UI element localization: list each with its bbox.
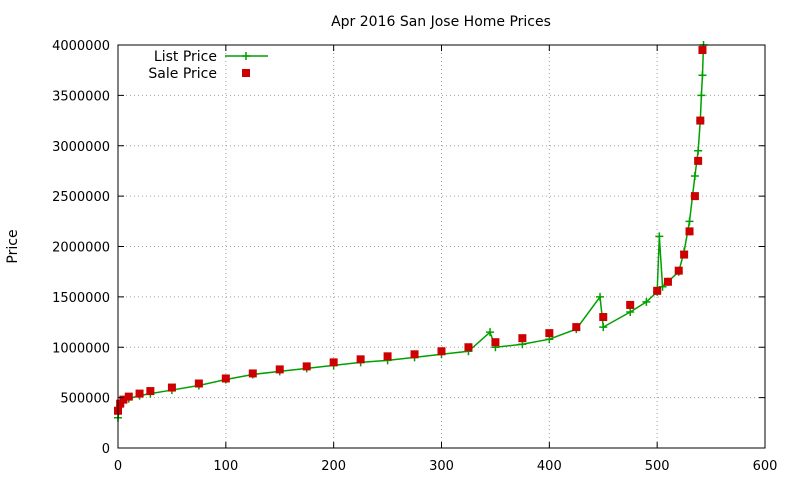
data-point (626, 307, 635, 316)
data-point (356, 355, 365, 364)
data-point (194, 379, 203, 388)
data-point (626, 300, 635, 309)
data-point (464, 343, 473, 352)
data-point (518, 334, 527, 343)
data-point (146, 387, 155, 396)
data-point (248, 369, 257, 378)
data-point (655, 232, 664, 241)
data-point (302, 362, 311, 371)
data-point (135, 389, 144, 398)
y-tick-label: 1000000 (52, 341, 110, 356)
legend-label: Sale Price (148, 66, 217, 82)
data-point (119, 395, 128, 404)
chart-title: Apr 2016 San Jose Home Prices (331, 14, 551, 30)
data-point (437, 347, 446, 356)
legend-label: List Price (154, 49, 217, 65)
y-tick-label: 0 (102, 442, 110, 457)
data-point (167, 383, 176, 392)
data-point (329, 358, 338, 367)
data-point (696, 116, 705, 125)
y-tick-label: 2500000 (52, 190, 110, 205)
data-point (572, 323, 581, 332)
data-point (694, 146, 703, 155)
data-point (698, 71, 707, 80)
gridlines (118, 45, 765, 448)
y-tick-label: 3000000 (52, 140, 110, 155)
series-layer (114, 41, 708, 422)
data-point (680, 250, 689, 259)
data-point (116, 399, 125, 408)
data-point (663, 277, 672, 286)
data-point (685, 227, 694, 236)
data-point (545, 329, 554, 338)
data-point (491, 338, 500, 347)
data-point (697, 91, 706, 100)
data-point (275, 365, 284, 374)
axis-ticks: 0 500000 1000000 1500000 2000000 2500000 30000… (52, 39, 777, 474)
data-point (383, 352, 392, 361)
y-tick-label: 500000 (60, 392, 110, 407)
legend-marker (242, 69, 250, 77)
y-axis-label: Price (5, 229, 21, 263)
series-list-price (114, 41, 708, 422)
y-tick-label: 3500000 (52, 89, 110, 104)
x-tick-label: 600 (753, 459, 778, 474)
data-point (694, 156, 703, 165)
series-line (117, 44, 705, 418)
data-point (410, 350, 419, 359)
x-tick-label: 400 (537, 459, 562, 474)
x-tick-label: 0 (114, 459, 122, 474)
data-point (221, 374, 230, 383)
data-point (486, 328, 495, 337)
data-point (690, 192, 699, 201)
data-point (642, 297, 651, 306)
data-point (599, 323, 608, 332)
x-tick-label: 300 (429, 459, 454, 474)
x-tick-label: 200 (321, 459, 346, 474)
data-point (674, 266, 683, 275)
data-point (596, 292, 605, 301)
data-point (698, 46, 707, 55)
data-point (599, 313, 608, 322)
data-point (124, 392, 133, 401)
data-point (685, 217, 694, 226)
legend-marker (242, 52, 250, 60)
data-point (690, 171, 699, 180)
x-tick-label: 500 (645, 459, 670, 474)
y-tick-label: 4000000 (52, 39, 110, 54)
x-tick-label: 100 (213, 459, 238, 474)
data-point (653, 286, 662, 295)
data-point (658, 282, 667, 291)
series-sale-price (114, 46, 707, 415)
y-tick-label: 1500000 (52, 291, 110, 306)
y-tick-label: 2000000 (52, 241, 110, 256)
